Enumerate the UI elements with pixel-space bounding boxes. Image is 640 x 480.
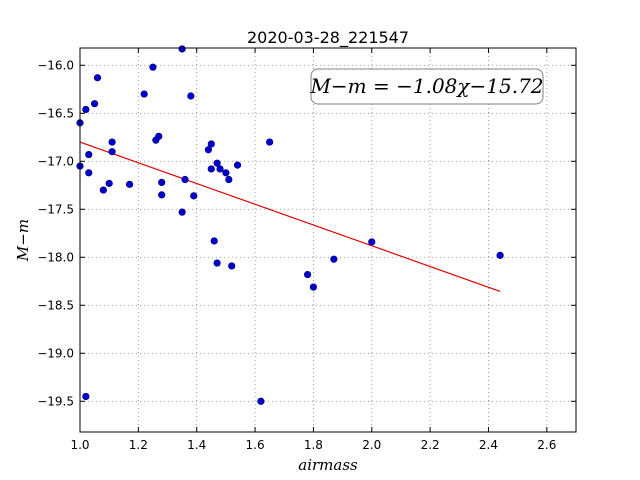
data-point	[207, 140, 215, 148]
data-point	[233, 161, 242, 169]
data-point	[181, 175, 189, 184]
data-point	[368, 238, 376, 246]
data-point	[155, 132, 163, 140]
data-point	[178, 208, 186, 216]
data-point	[108, 148, 116, 156]
fit-line	[79, 141, 501, 292]
data-point	[257, 397, 265, 405]
x-tick-label: 2.2	[421, 438, 440, 452]
x-tick-label: 1.0	[70, 438, 89, 452]
data-point	[210, 237, 218, 245]
data-point	[204, 146, 212, 154]
data-point	[108, 138, 116, 146]
data-point	[222, 169, 230, 177]
data-point	[105, 179, 113, 187]
data-point	[82, 392, 90, 401]
data-point	[82, 105, 90, 114]
data-point	[228, 262, 236, 270]
y-tick-label: −19.5	[37, 394, 74, 408]
data-point	[213, 259, 221, 267]
data-point	[216, 165, 224, 173]
x-tick-label: 2.6	[537, 438, 556, 452]
data-point	[126, 180, 134, 188]
data-point	[187, 92, 195, 100]
data-points	[76, 45, 504, 405]
y-axis-label: M−m	[14, 219, 32, 262]
data-point	[303, 270, 312, 279]
y-tick-label: −16.0	[37, 58, 74, 72]
data-point	[140, 90, 148, 98]
grid-lines	[80, 48, 576, 432]
fit-equation-box: M−m = −1.08χ−15.72	[309, 68, 544, 105]
data-point	[266, 138, 274, 146]
data-point	[85, 150, 93, 159]
y-tick-label: −17.5	[37, 202, 74, 216]
data-point	[93, 74, 102, 82]
y-tick-label: −19.0	[37, 346, 74, 360]
data-point	[496, 251, 504, 259]
fit-line-layer	[79, 141, 501, 292]
data-point	[213, 159, 221, 167]
data-point	[190, 192, 198, 200]
data-point	[85, 169, 93, 177]
fit-equation-label: M−m = −1.08χ−15.72	[309, 74, 543, 98]
x-tick-label: 2.0	[362, 438, 381, 452]
x-tick-label: 1.4	[187, 438, 206, 452]
y-tick-label: −18.5	[37, 298, 74, 312]
data-point	[158, 178, 166, 186]
data-point	[225, 175, 233, 184]
data-point	[309, 283, 318, 291]
chart-title: 2020-03-28_221547	[247, 28, 409, 48]
axis-ticks: 1.0 1.2 1.4 1.6 1.8 2.0 2.2 2.4 2.6 −16.0 −16.5 −17…	[37, 48, 576, 452]
data-point	[330, 255, 338, 263]
data-point	[99, 186, 107, 194]
data-point	[207, 165, 215, 173]
data-point	[158, 191, 166, 199]
x-tick-label: 1.6	[246, 438, 265, 452]
y-tick-label: −17.0	[37, 154, 74, 168]
x-tick-label: 1.2	[129, 438, 148, 452]
x-tick-label: 1.8	[304, 438, 323, 452]
fit-equation-background	[310, 68, 544, 105]
data-point	[90, 100, 99, 108]
x-tick-label: 2.4	[479, 438, 498, 452]
x-axis-label: airmass	[298, 456, 358, 474]
data-point	[149, 63, 157, 71]
data-point	[178, 45, 186, 53]
y-tick-label: −18.0	[37, 250, 74, 264]
y-tick-label: −16.5	[37, 106, 74, 120]
plot-frame	[79, 47, 577, 433]
